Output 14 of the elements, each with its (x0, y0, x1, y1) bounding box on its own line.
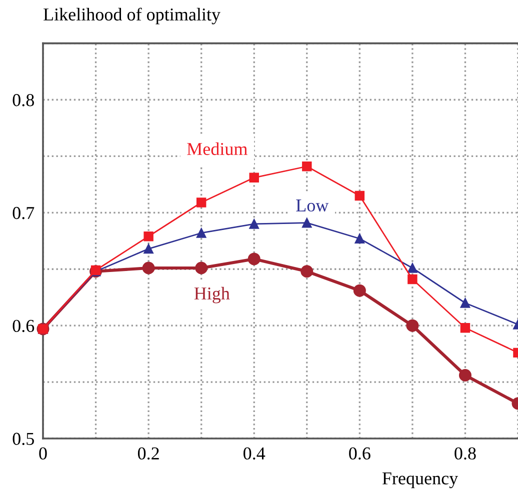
series-label: Low (296, 200, 329, 212)
series-label: High (194, 286, 230, 304)
y-tick-label: 0.7 (12, 206, 34, 220)
y-tick-label: 0.6 (12, 320, 34, 332)
x-tick-label: 0.4 (244, 447, 266, 460)
y-axis-title: Likelihood of optimality (44, 8, 220, 24)
x-tick-label: 0 (39, 447, 47, 460)
x-tick-label: 0.8 (454, 447, 476, 460)
x-tick-label: 0.2 (138, 447, 159, 460)
y-tick-label: 0.8 (12, 94, 34, 106)
x-axis-title: Frequency (382, 472, 458, 488)
y-tick-label: 0.5 (12, 432, 34, 446)
x-tick-label: 0.6 (349, 447, 370, 460)
series-label: Medium (187, 142, 248, 156)
